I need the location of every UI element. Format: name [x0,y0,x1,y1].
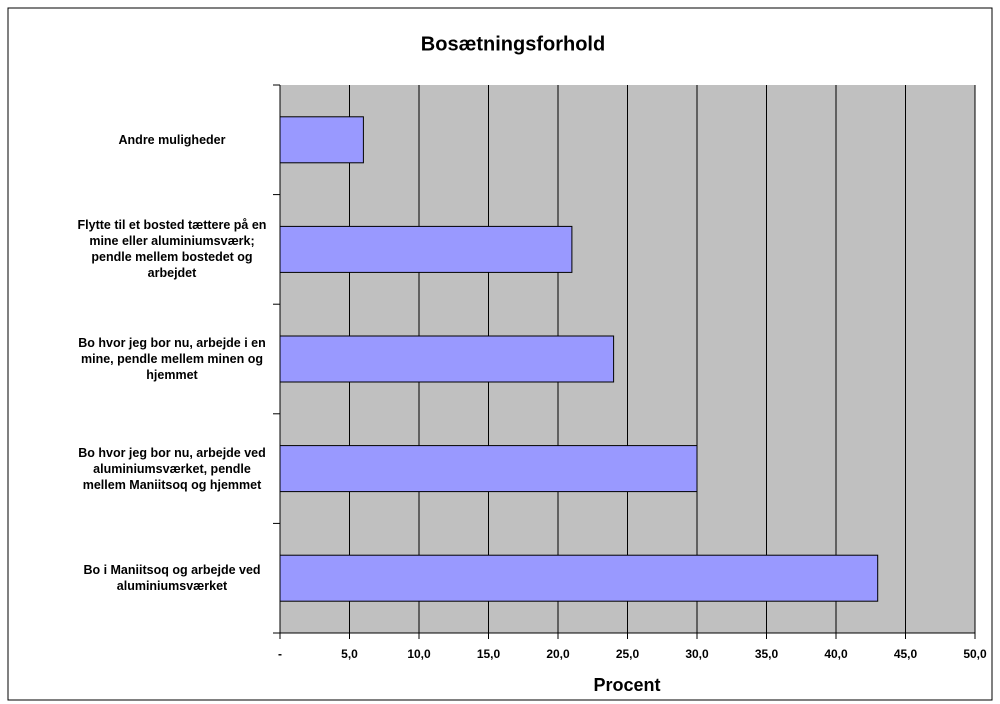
x-tick-label: 45,0 [894,647,918,661]
y-tick-label: Andre muligheder [118,132,226,147]
y-tick-label: Bo hvor jeg bor nu, arbejde ved aluminiu… [78,445,266,492]
x-tick-label: 10,0 [407,647,431,661]
y-tick-label: Bo hvor jeg bor nu, arbejde i en mine, p… [78,336,266,382]
chart-title: Bosætningsforhold [421,33,605,55]
x-tick-label: 20,0 [546,647,570,661]
x-tick-label: 50,0 [963,647,987,661]
x-tick-label: 15,0 [477,647,501,661]
bar [279,335,615,383]
x-tick-label: 40,0 [824,647,848,661]
x-tick-label: - [278,647,282,661]
x-tick-label: 30,0 [685,647,709,661]
x-tick-label: 5,0 [341,647,358,661]
bar [279,225,573,273]
x-tick-label: 25,0 [616,647,640,661]
bar [279,445,698,493]
x-tick-label: 35,0 [755,647,779,661]
y-tick-label: Bo i Maniitsoq og arbejde ved aluminiums… [83,563,261,594]
bar [279,116,364,164]
y-tick-label: Flytte til et bosted tættere på en mine … [77,218,267,281]
x-axis-title: Procent [593,675,660,695]
bar [279,554,879,602]
